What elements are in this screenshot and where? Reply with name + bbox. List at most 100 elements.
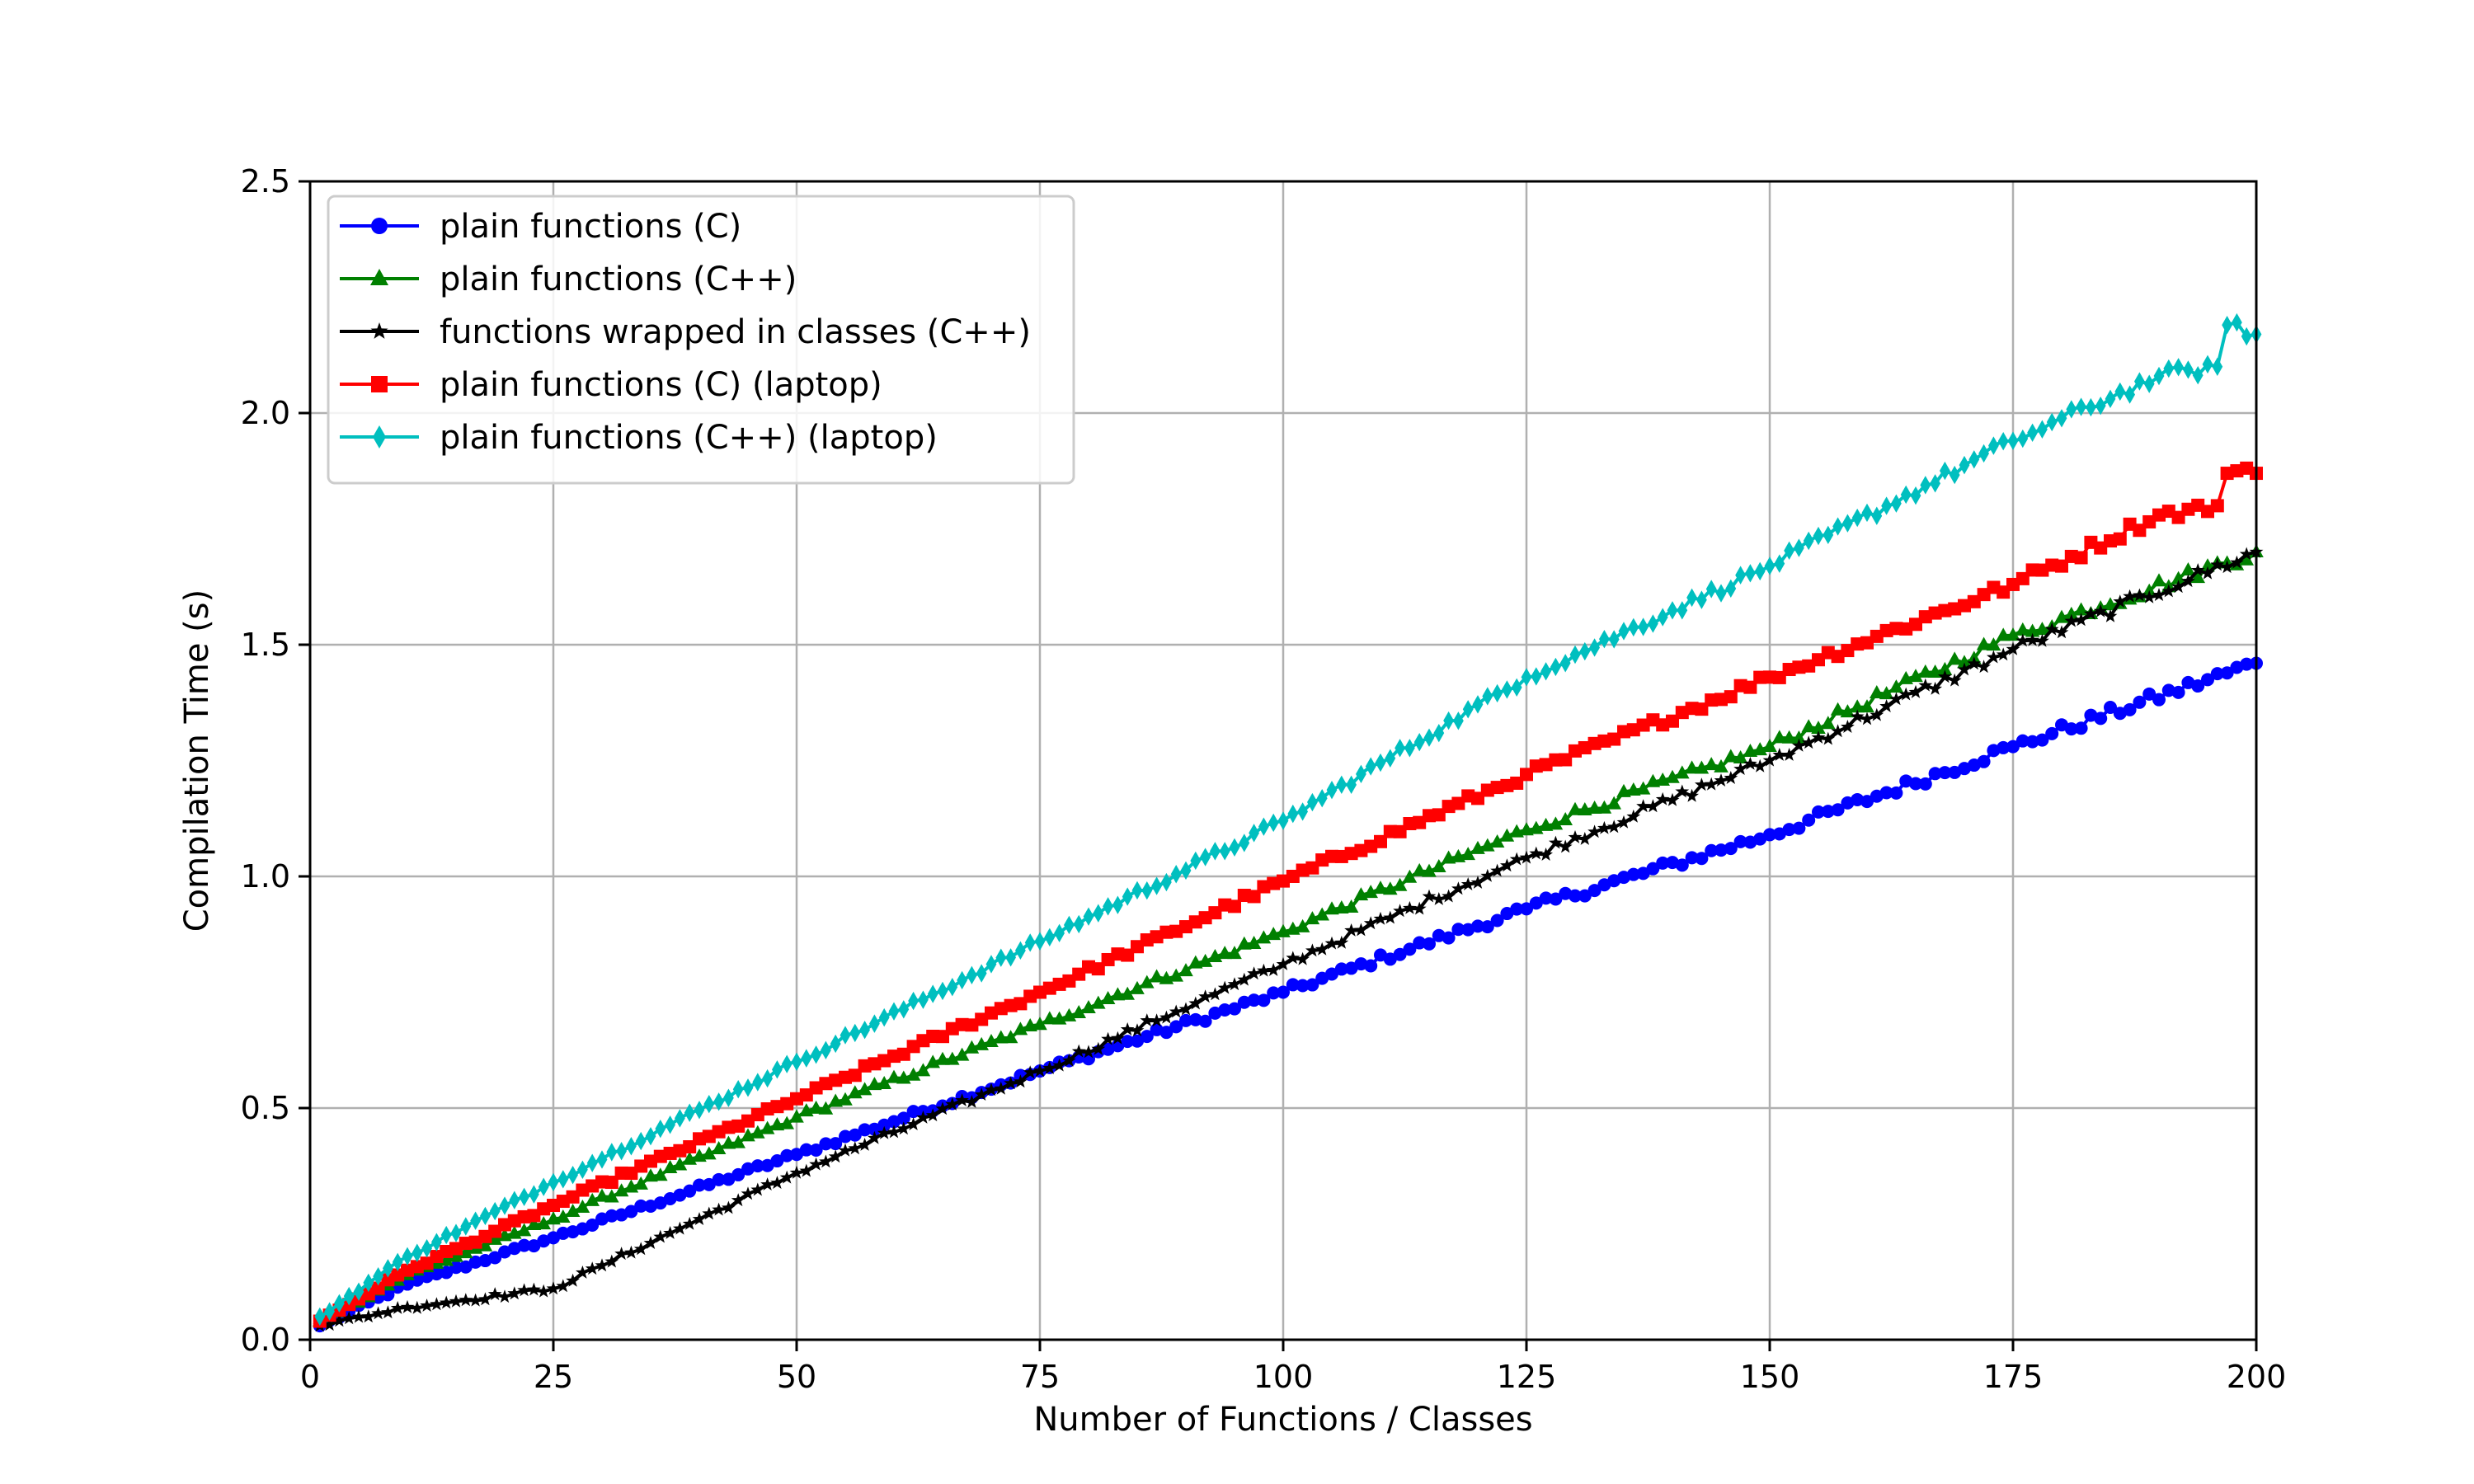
data-point [1014,1074,1028,1088]
data-point [818,1101,834,1115]
data-point [1120,1022,1135,1036]
data-point [595,1258,609,1272]
data-point [2066,400,2077,419]
data-point [896,1121,911,1135]
data-point [1412,862,1427,876]
data-point [538,1177,549,1196]
data-point [2025,735,2039,749]
data-point [799,1163,814,1177]
data-point [809,1157,823,1171]
data-point [731,1167,745,1181]
data-point [1013,1021,1028,1036]
data-point [2173,358,2184,377]
data-point [984,1082,999,1097]
data-point [614,1183,629,1197]
data-point [1140,974,1155,989]
data-point [430,1267,444,1281]
data-point [1821,716,1836,730]
data-point [779,1115,794,1129]
data-point [1900,485,1912,505]
data-point [1587,824,1602,838]
data-point [2025,632,2039,646]
data-point [440,1266,454,1280]
data-point [2015,633,2030,647]
data-point [1558,839,1573,853]
data-point [965,1095,979,1108]
data-point [1422,889,1437,903]
data-point [1782,823,1796,837]
data-point [1005,948,1016,967]
data-point [1071,1004,1086,1018]
data-point [1606,796,1621,810]
data-point [752,1073,764,1092]
data-point [1861,503,1873,523]
data-point [693,1178,706,1192]
data-point [2201,673,2214,687]
data-point [1315,907,1329,921]
data-point [1520,902,1533,916]
data-point [1677,601,1688,620]
data-point [1646,862,1660,876]
data-point [1500,858,1514,872]
data-point [527,1282,541,1296]
data-point [779,1170,794,1184]
data-point [1373,881,1388,895]
data-point [1705,580,1717,599]
data-point [1472,695,1484,714]
data-point [412,1243,423,1262]
data-point [449,1248,463,1262]
data-point [750,1125,765,1139]
x-tick-label: 25 [534,1359,573,1395]
data-point [2202,355,2213,374]
data-point [370,269,388,285]
data-point [1188,1012,1202,1026]
data-point [381,1305,395,1319]
data-point [1578,832,1592,845]
data-point [1258,817,1269,836]
data-point [1297,802,1308,821]
data-point [1257,963,1271,977]
data-point [1587,884,1602,898]
data-point [1675,858,1689,872]
data-point [2046,412,2058,432]
data-point [692,1212,707,1225]
data-point [1851,792,1865,806]
data-point [1228,899,1241,913]
data-point [1724,690,1738,704]
data-point [2181,574,2195,588]
data-point [1081,1000,1096,1014]
data-point [1860,711,1874,726]
data-point [2133,695,2147,709]
data-point [1111,1031,1125,1045]
data-point [1811,730,1826,744]
data-point [1277,985,1290,999]
data-point [731,1134,745,1148]
data-point [1743,680,1757,694]
data-point [1830,702,1846,716]
data-point [1034,932,1046,951]
data-point [1947,651,1962,665]
data-point [577,1160,588,1179]
data-point [1831,724,1845,738]
data-point [1599,629,1610,649]
data-point [1161,872,1172,892]
data-point [1908,669,1923,683]
data-point [741,1186,755,1200]
x-tick-label: 50 [777,1359,816,1395]
data-point [1675,765,1690,779]
data-point [1373,911,1388,925]
data-point [1110,987,1126,1001]
data-point [1860,699,1874,713]
data-point [1802,813,1816,827]
data-point [383,1259,393,1278]
data-point [507,1286,522,1300]
data-point [322,1317,336,1331]
data-point [556,1226,570,1240]
data-point [858,1123,872,1137]
data-point [1918,664,1933,678]
data-point [1180,861,1192,881]
data-point [945,1051,960,1065]
data-point [1539,891,1553,905]
data-point [1529,846,1544,860]
data-point [1178,1002,1193,1016]
